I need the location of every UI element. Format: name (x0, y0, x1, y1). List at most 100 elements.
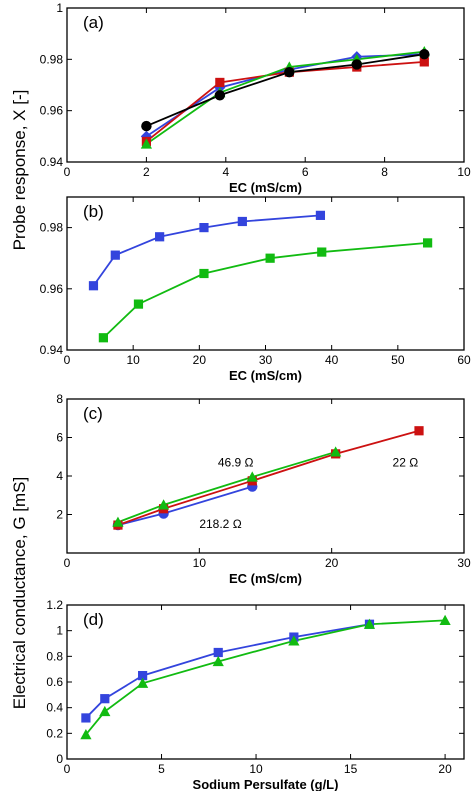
x-tick-label: 50 (391, 353, 405, 367)
y-tick-label: 0.98 (40, 52, 64, 66)
data-point-green (212, 655, 224, 667)
x-tick-label: 0 (64, 165, 71, 179)
data-point-black (141, 120, 152, 132)
y-tick-label: 0.8 (46, 649, 63, 663)
y-tick-label: 0.94 (40, 155, 64, 169)
resistance-annotation: 22 Ω (393, 455, 419, 469)
data-point-red (215, 77, 225, 88)
x-tick-label: 0 (64, 556, 71, 570)
data-point-green (98, 333, 108, 343)
x-tick-label: 40 (325, 353, 339, 367)
series-line-green (117, 451, 336, 524)
x-axis-label: EC (mS/cm) (229, 368, 302, 383)
panel-label: (d) (83, 610, 104, 629)
y-tick-label: 0.96 (40, 104, 64, 118)
x-tick-label: 5 (158, 762, 165, 776)
y-tick-label: 0.98 (40, 221, 64, 235)
y-tick-label: 2 (56, 508, 63, 522)
data-point-green (133, 299, 144, 309)
chart-panel-4: 0 5 10 15 20 0 0.2 0.4 0.6 0.8 1 1.2 (d) Sodium Persu… (46, 598, 465, 791)
data-point-green (288, 635, 300, 646)
x-tick-label: 10 (457, 165, 471, 179)
data-point-green (246, 471, 258, 482)
data-point-green (137, 677, 149, 688)
y-tick-label: 6 (56, 431, 63, 445)
data-point-green (317, 247, 327, 257)
x-axis-label: EC (mS/cm) (229, 180, 302, 195)
y-tick-label: 0.2 (46, 726, 63, 740)
data-point-green (99, 705, 111, 717)
data-point-red (419, 57, 429, 67)
y-tick-label: 4 (56, 469, 63, 483)
x-tick-label: 20 (193, 353, 207, 367)
data-point-black (419, 49, 430, 60)
data-point-green (330, 446, 342, 457)
data-point-blue (100, 694, 110, 704)
panel-label: (a) (83, 13, 104, 32)
data-point-green (80, 729, 92, 740)
y-tick-label: 0.94 (40, 343, 64, 357)
data-point-blue (88, 281, 99, 291)
data-point-blue (199, 223, 209, 233)
x-tick-label: 10 (193, 556, 207, 570)
data-point-blue (315, 210, 326, 220)
x-tick-label: 8 (381, 165, 388, 179)
plot-frame (66, 196, 465, 351)
plot-frame (66, 7, 465, 163)
x-tick-label: 6 (302, 165, 309, 179)
data-point-blue (81, 713, 91, 723)
x-tick-label: 4 (222, 165, 229, 179)
data-point-blue (213, 647, 223, 658)
x-tick-label: 2 (143, 165, 150, 179)
data-point-green (199, 268, 209, 279)
x-tick-label: 10 (126, 353, 140, 367)
data-point-blue (138, 670, 148, 681)
y-tick-label: 0 (56, 752, 63, 766)
y-tick-label: 1 (56, 1, 63, 15)
x-tick-label: 30 (457, 556, 471, 570)
x-tick-label: 10 (249, 762, 263, 776)
data-point-green (439, 614, 451, 625)
y-tick-label: 1.2 (46, 598, 63, 612)
y-tick-label: 0.96 (40, 282, 64, 296)
data-point-green (112, 516, 124, 527)
chart-panel-1: 0 2 4 6 8 10 0.94 0.96 0.98 1 (a) EC (mS/cm) (40, 1, 471, 195)
y-axis-label-probe-response: Probe response, X [-] (10, 90, 29, 251)
x-tick-label: 30 (259, 353, 273, 367)
x-axis-label: EC (mS/cm) (229, 571, 302, 586)
plot-frame (66, 398, 465, 554)
y-tick-label: 1 (56, 624, 63, 638)
data-point-black (214, 90, 226, 101)
data-point-red (414, 426, 424, 436)
data-point-blue (155, 232, 165, 242)
data-point-green (140, 138, 152, 149)
data-point-black (284, 66, 295, 78)
y-tick-label: 0.4 (46, 701, 63, 715)
data-point-green (158, 499, 170, 510)
data-point-green (265, 253, 275, 263)
x-tick-label: 60 (457, 353, 471, 367)
data-point-blue (237, 216, 247, 227)
x-tick-label: 15 (344, 762, 358, 776)
resistance-annotation: 46.9 Ω (218, 455, 254, 469)
panel-label: (c) (83, 404, 103, 423)
data-point-blue (110, 250, 120, 260)
x-tick-label: 0 (64, 353, 71, 367)
series-line-green (102, 242, 428, 339)
resistance-annotation: 218.2 Ω (199, 517, 241, 531)
chart-panel-3: 0 10 20 30 2 4 6 8 (c) EC (mS/cm) 46.9 Ω 22 Ω 218.2 … (56, 392, 471, 586)
y-tick-label: 8 (56, 392, 63, 406)
x-tick-label: 0 (64, 762, 71, 776)
series-line-blue (85, 623, 370, 719)
data-point-green (363, 618, 376, 629)
data-point-black (351, 59, 363, 70)
y-tick-label: 0.6 (46, 675, 63, 689)
chart-panel-2: 0 10 20 30 40 50 60 0.94 0.96 0.98 (b) EC (mS/cm) (40, 196, 471, 383)
x-tick-label: 20 (325, 556, 339, 570)
x-tick-label: 20 (438, 762, 452, 776)
series-line-blue (145, 53, 425, 138)
chart-panels: 0 2 4 6 8 100.940.960.981(a)EC (mS/cm)0 10 20 30… (40, 1, 471, 791)
series-line-blue (92, 214, 321, 287)
panel-label: (b) (83, 202, 104, 221)
